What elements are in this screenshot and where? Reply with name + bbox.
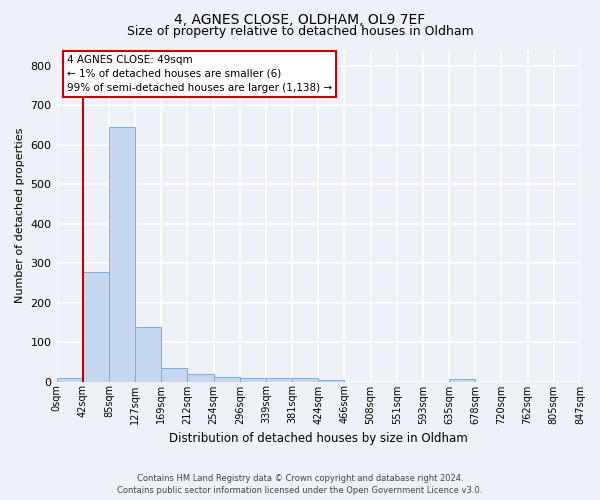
Text: Contains HM Land Registry data © Crown copyright and database right 2024.
Contai: Contains HM Land Registry data © Crown c… bbox=[118, 474, 482, 495]
Text: 4 AGNES CLOSE: 49sqm
← 1% of detached houses are smaller (6)
99% of semi-detache: 4 AGNES CLOSE: 49sqm ← 1% of detached ho… bbox=[67, 55, 332, 93]
Bar bbox=[161, 368, 187, 382]
Bar bbox=[214, 377, 240, 382]
Bar bbox=[56, 378, 83, 382]
Text: Size of property relative to detached houses in Oldham: Size of property relative to detached ho… bbox=[127, 25, 473, 38]
Bar bbox=[83, 272, 109, 382]
Y-axis label: Number of detached properties: Number of detached properties bbox=[15, 128, 25, 304]
Bar bbox=[318, 380, 344, 382]
Text: 4, AGNES CLOSE, OLDHAM, OL9 7EF: 4, AGNES CLOSE, OLDHAM, OL9 7EF bbox=[175, 12, 425, 26]
Bar bbox=[266, 378, 292, 382]
Bar bbox=[240, 378, 266, 382]
Bar bbox=[292, 378, 318, 382]
Bar bbox=[187, 374, 214, 382]
Bar bbox=[109, 127, 135, 382]
Bar bbox=[135, 327, 161, 382]
Bar bbox=[449, 379, 475, 382]
X-axis label: Distribution of detached houses by size in Oldham: Distribution of detached houses by size … bbox=[169, 432, 467, 445]
